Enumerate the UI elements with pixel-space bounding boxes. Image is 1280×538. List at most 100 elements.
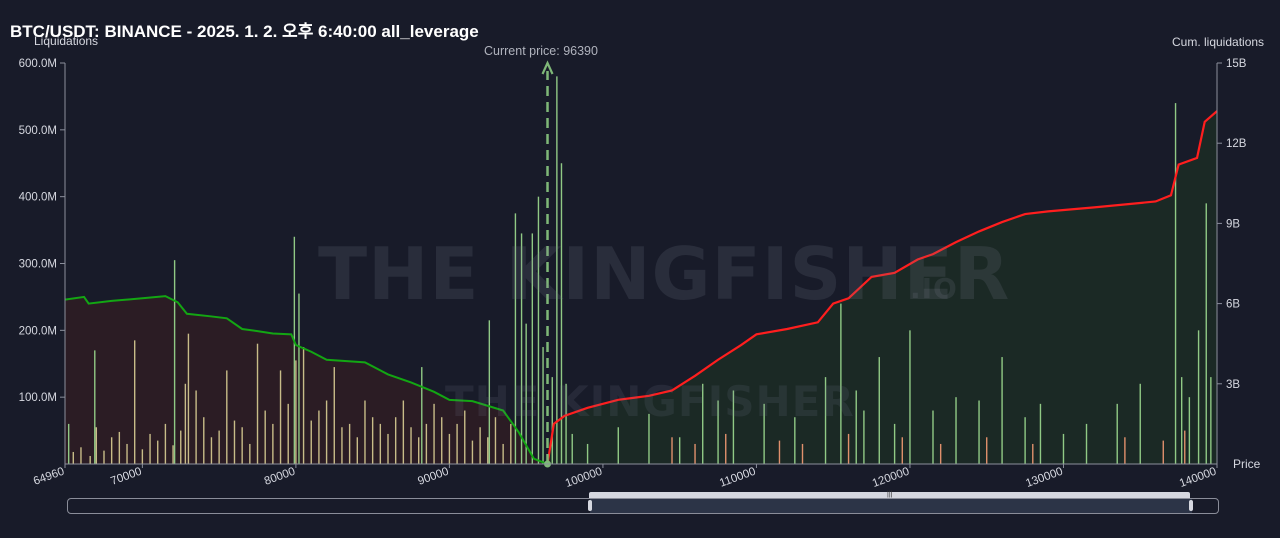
liquidation-bar	[287, 403, 289, 464]
x-tick-label: 64960	[32, 466, 66, 488]
liquidation-bar	[157, 440, 159, 464]
liquidation-bar	[341, 427, 343, 464]
x-tick-label: 80000	[263, 466, 297, 488]
y2-axis-title: Cum. liquidations	[1172, 35, 1265, 49]
scroller-left-handle[interactable]	[588, 500, 592, 511]
liquidation-bar	[571, 433, 573, 464]
liquidation-bar	[302, 347, 305, 464]
liquidation-bar	[256, 343, 259, 464]
liquidation-bar	[487, 437, 489, 464]
liquidation-bar	[878, 357, 880, 464]
liquidation-bar	[702, 383, 704, 464]
liquidation-bar	[184, 383, 187, 464]
liquidation-bar	[387, 433, 389, 464]
x-tick-label: 130000	[1024, 466, 1064, 490]
liquidation-bar	[556, 76, 558, 464]
liquidation-bar	[671, 437, 673, 464]
liquidation-bar	[725, 433, 727, 464]
liquidation-bar	[494, 417, 497, 464]
liquidation-bar	[433, 403, 435, 464]
short-cumulative-line	[546, 110, 1218, 465]
liquidation-bar	[1024, 417, 1026, 464]
watermark-large: THE KINGFISHER	[318, 232, 1011, 316]
x-tick-label: 110000	[718, 466, 757, 490]
liquidation-bar	[210, 437, 213, 464]
chart-title: BTC/USDT: BINANCE - 2025. 1. 2. 오후 6:40:…	[10, 22, 479, 41]
liquidation-bar	[425, 423, 428, 464]
liquidation-bar	[537, 196, 540, 464]
liquidation-bar	[1184, 430, 1186, 464]
liquidation-bar	[1085, 423, 1088, 464]
liquidation-bar	[471, 440, 474, 464]
liquidation-bar	[203, 417, 205, 464]
y2-tick-label: 12B	[1226, 138, 1247, 150]
liquidation-bar	[310, 420, 312, 464]
scroller-grip-icon[interactable]: |||	[887, 491, 893, 498]
x-tick-label: 100000	[564, 466, 604, 490]
liquidation-bar	[840, 303, 842, 464]
liquidation-bar	[95, 427, 98, 464]
liquidation-bar	[333, 367, 335, 464]
short-cumulative-area	[547, 111, 1217, 465]
scroller-range-bar[interactable]	[589, 492, 1190, 498]
y2-tick-label: 6B	[1226, 299, 1240, 311]
y-tick-label: 500.0M	[19, 125, 57, 137]
liquidation-bar	[525, 323, 527, 464]
liquidation-bar	[1124, 437, 1126, 464]
current-price-label: Current price: 96390	[484, 44, 598, 58]
liquidation-bar	[1180, 377, 1183, 464]
liquidation-bar	[298, 293, 300, 464]
x-tick-label: 120000	[871, 466, 911, 490]
liquidation-bar	[126, 443, 128, 464]
liquidation-bar	[195, 390, 197, 464]
liquidation-bar	[732, 390, 735, 464]
liquidation-bar	[67, 423, 70, 464]
liquidation-bar	[794, 417, 796, 464]
current-price-arrow-icon	[541, 60, 554, 75]
scroller-right-handle[interactable]	[1189, 500, 1193, 511]
liquidation-bar	[264, 410, 266, 464]
liquidation-bar	[893, 423, 896, 464]
liquidation-bar	[801, 443, 804, 464]
liquidation-bar	[1197, 330, 1200, 464]
y-tick-label: 200.0M	[19, 325, 57, 337]
liquidation-bar	[164, 423, 167, 464]
liquidation-bar	[249, 443, 251, 464]
liquidation-bar	[488, 320, 491, 464]
liquidation-bar	[118, 431, 121, 464]
liquidation-bar	[226, 370, 228, 464]
liquidation-bar	[94, 350, 96, 464]
liquidation-bar	[1139, 383, 1141, 464]
liquidation-bar	[172, 445, 174, 464]
liquidation-bar	[1188, 397, 1191, 464]
liquidation-bar	[855, 390, 857, 464]
liquidation-bar	[180, 430, 182, 464]
liquidation-bar	[149, 433, 151, 464]
liquidation-bar	[394, 417, 397, 464]
liquidation-bar	[1174, 103, 1177, 464]
liquidation-bar	[1039, 403, 1042, 464]
y-tick-label: 400.0M	[19, 192, 57, 204]
liquidation-bar	[293, 236, 296, 464]
liquidation-bar	[694, 443, 696, 464]
y2-tick-label: 15B	[1226, 58, 1247, 70]
long-cumulative-line	[64, 295, 548, 465]
liquidation-bar	[410, 427, 412, 464]
y2-tick-label: 9B	[1226, 218, 1240, 230]
liquidation-bar	[479, 427, 481, 464]
scroller-window[interactable]	[590, 499, 1192, 513]
liquidation-bar	[241, 427, 243, 464]
liquidation-bar	[456, 423, 458, 464]
liquidation-bar	[1001, 357, 1003, 464]
liquidation-bar	[448, 433, 451, 464]
liquidation-bar	[141, 449, 144, 464]
liquidation-bar	[1205, 203, 1207, 464]
liquidation-bar	[72, 451, 74, 464]
liquidation-bar	[379, 423, 382, 464]
liquidation-bar	[909, 330, 911, 464]
liquidation-bar	[272, 423, 274, 464]
range-scroller[interactable]	[67, 498, 1219, 514]
liquidation-bar	[551, 377, 553, 464]
watermark-small: THE KINGFISHER	[445, 377, 855, 426]
